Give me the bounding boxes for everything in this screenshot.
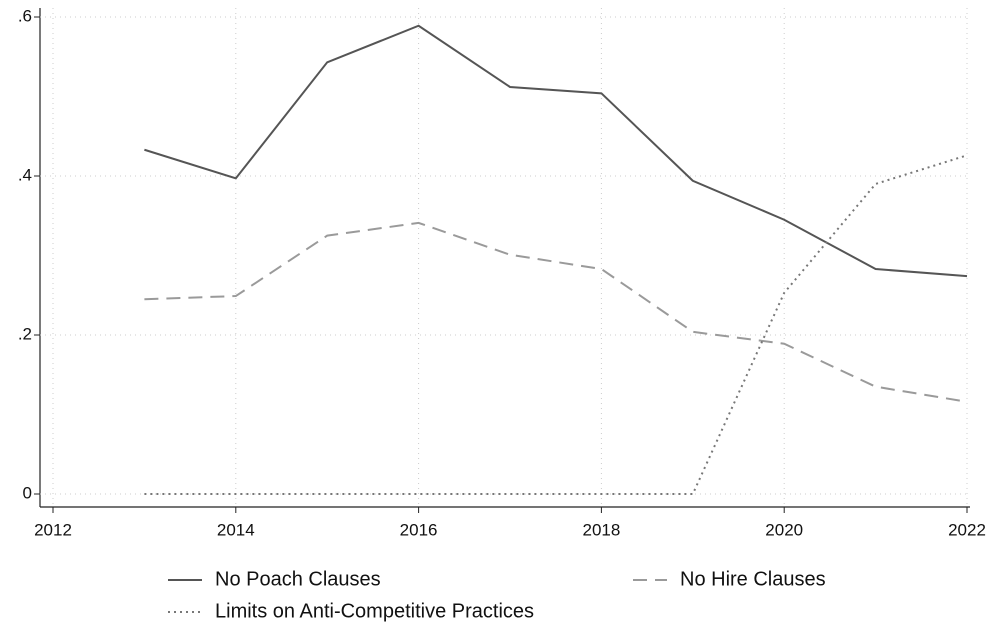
x-tick-label: 2012 — [34, 520, 72, 539]
x-tick-label: 2018 — [582, 520, 620, 539]
y-tick-label: .4 — [18, 165, 32, 184]
legend-label: No Hire Clauses — [680, 568, 826, 590]
y-tick-label: 0 — [23, 483, 32, 502]
y-tick-label: .2 — [18, 324, 32, 343]
x-tick-label: 2020 — [765, 520, 803, 539]
series-line — [144, 221, 968, 403]
y-tick-label: .6 — [18, 6, 32, 25]
legend-label: No Poach Clauses — [215, 568, 381, 590]
x-tick-label: 2014 — [217, 520, 255, 539]
series-line — [144, 154, 968, 495]
x-tick-label: 2016 — [400, 520, 438, 539]
x-tick-label: 2022 — [948, 520, 986, 539]
series-line — [144, 24, 968, 278]
legend-label: Limits on Anti-Competitive Practices — [215, 600, 534, 622]
